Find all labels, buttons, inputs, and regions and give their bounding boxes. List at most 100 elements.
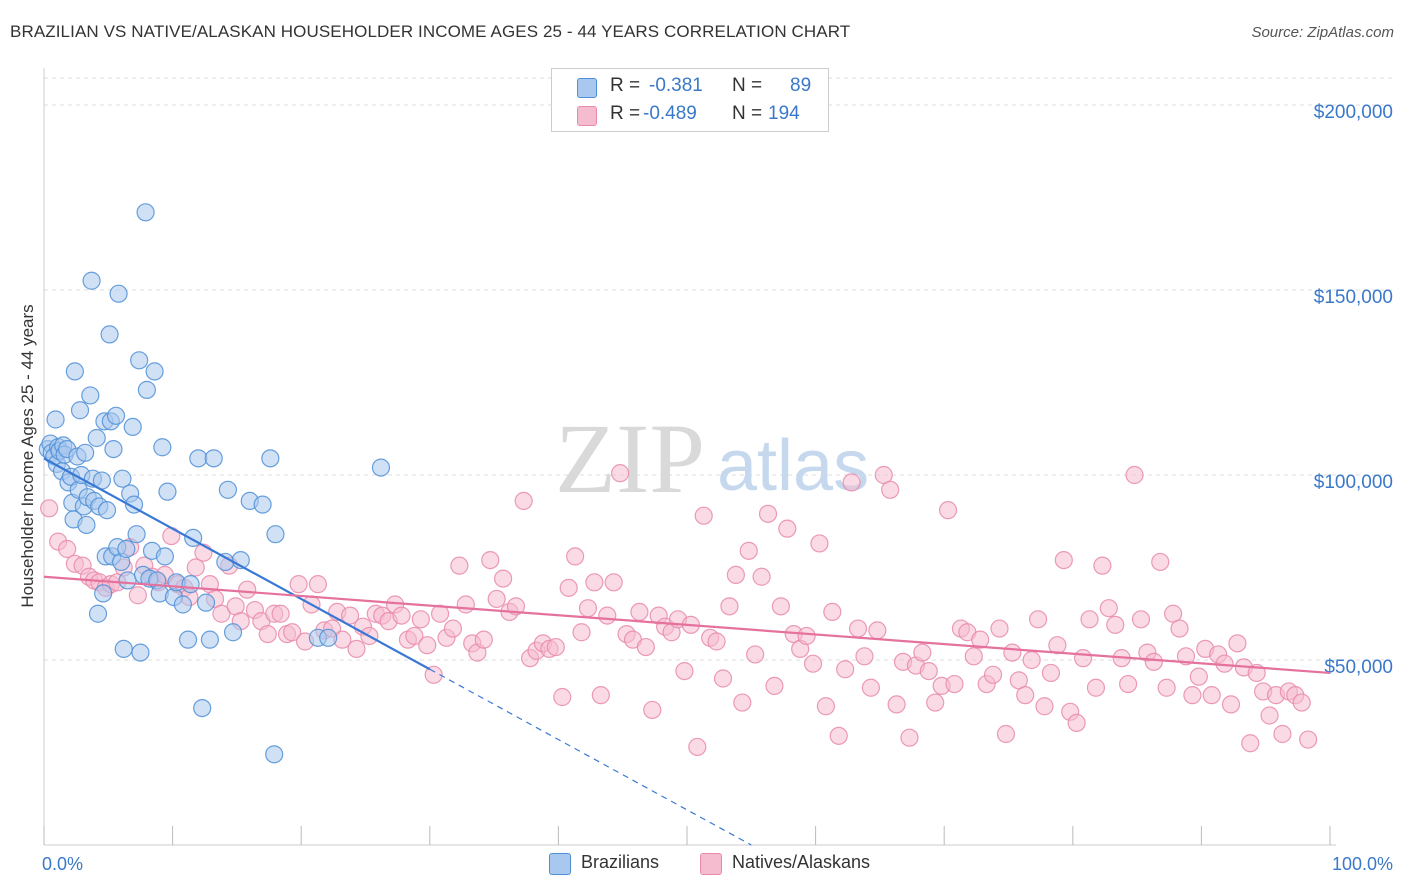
natives-alaskans-point: [739, 541, 758, 560]
natives-alaskans-point: [494, 569, 513, 588]
bottom-legend-brazilians: Brazilians: [549, 851, 699, 877]
natives-alaskans-point: [746, 645, 765, 664]
natives-alaskans-point: [758, 504, 778, 523]
natives-alaskans-point: [1080, 610, 1099, 629]
brazilians-point: [136, 203, 155, 222]
bottom-legend-label: Natives/Alaskans: [732, 852, 871, 872]
brazilians-point: [104, 440, 123, 459]
bottom-legend-swatch-pink: [700, 853, 722, 875]
trend-lines: [43, 457, 1331, 846]
natives-alaskans-point: [900, 728, 919, 747]
natives-alaskans-point: [1048, 636, 1067, 655]
brazilians-point: [200, 630, 219, 649]
natives-alaskans-point: [430, 604, 450, 623]
natives-alaskans-point: [726, 565, 745, 585]
brazilians-point: [118, 571, 137, 590]
natives-alaskans-point: [971, 630, 990, 649]
brazilians-point: [109, 284, 128, 303]
natives-alaskans-point: [514, 491, 533, 510]
natives-alaskans-point: [733, 693, 752, 712]
natives-alaskans-point: [713, 669, 733, 688]
natives-alaskans-point: [1221, 695, 1241, 714]
natives-alaskans-point: [1022, 650, 1041, 670]
natives-alaskans-point: [1016, 686, 1035, 705]
legend-n-value: 194: [768, 103, 800, 124]
brazilians-point: [87, 428, 106, 448]
natives-alaskans-point: [983, 665, 1003, 684]
y-tick-label: $150,000: [1314, 287, 1393, 308]
natives-alaskans-point: [964, 647, 983, 666]
natives-alaskans-point: [1131, 610, 1151, 629]
natives-alaskans-point: [1003, 643, 1022, 662]
natives-alaskans-point: [506, 597, 526, 616]
brazilians-point: [196, 593, 216, 612]
brazilians-point: [178, 630, 198, 649]
natives-alaskans-point: [553, 687, 572, 707]
natives-alaskans-point: [443, 619, 463, 638]
brazilians-point: [46, 410, 65, 429]
natives-alaskans-point: [308, 575, 328, 594]
natives-alaskans-point: [1099, 599, 1118, 618]
correlation-legend: R = -0.381 N = 89 R = -0.489 N = 194: [551, 68, 829, 132]
natives-alaskans-point: [996, 724, 1016, 744]
natives-alaskans-point: [1144, 652, 1163, 671]
natives-alaskans-point: [271, 604, 290, 623]
natives-alaskans-point: [797, 626, 816, 646]
natives-alaskans-point: [591, 686, 610, 705]
y-tick-labels: $50,000 $100,000 $150,000 $200,000: [1314, 102, 1393, 678]
natives-alaskans-trend-line: [43, 575, 1331, 675]
natives-alaskans-point: [1292, 693, 1311, 712]
watermark: ZIP atlas: [555, 403, 869, 514]
natives-alaskans-point: [688, 737, 707, 757]
natives-alaskans-point: [752, 567, 771, 586]
natives-alaskans-point: [283, 623, 302, 642]
natives-alaskans-point: [636, 637, 655, 657]
natives-alaskans-point: [481, 550, 500, 570]
natives-alaskans-point: [566, 547, 585, 566]
brazilians-point: [76, 443, 95, 462]
natives-alaskans-point: [823, 602, 842, 622]
natives-alaskans-point: [861, 678, 880, 697]
natives-alaskans-point: [340, 606, 360, 625]
y-tick-label: $200,000: [1314, 102, 1393, 123]
legend-r-value: -0.381: [649, 75, 703, 96]
natives-alaskans-point: [675, 661, 694, 681]
natives-alaskans-point: [771, 597, 790, 616]
natives-alaskans-point: [630, 602, 649, 622]
y-tick-label: $50,000: [1324, 657, 1393, 678]
brazilians-point: [153, 438, 172, 457]
natives-alaskans-point: [1067, 713, 1086, 733]
natives-alaskans-point: [572, 623, 591, 642]
natives-alaskans-point: [842, 473, 861, 492]
natives-alaskans-point: [1273, 724, 1292, 744]
natives-alaskans-point: [1170, 619, 1189, 638]
legend-r-value: -0.489: [643, 103, 697, 124]
natives-alaskans-point: [1093, 556, 1112, 575]
brazilians-point: [70, 401, 90, 420]
natives-alaskans-point: [1035, 697, 1054, 716]
natives-alaskans-point: [810, 534, 829, 553]
brazilians-point: [113, 469, 132, 488]
brazilians-point: [189, 449, 208, 468]
brazilians-point: [218, 480, 237, 499]
natives-alaskans-point: [868, 621, 887, 640]
brazilians-point: [155, 547, 174, 566]
natives-alaskans-point: [418, 636, 437, 655]
natives-alaskans-point: [938, 501, 958, 520]
natives-alaskans-point: [58, 539, 77, 559]
y-axis-label: Householder Income Ages 25 - 44 years: [18, 304, 37, 607]
bottom-legend-label: Brazilians: [581, 852, 660, 872]
bottom-legend-natives: Natives/Alaskans: [700, 851, 900, 877]
natives-alaskans-point: [1041, 663, 1061, 683]
brazilians-point: [94, 584, 113, 603]
natives-alaskans-point: [1151, 552, 1170, 572]
natives-alaskans-point: [1299, 730, 1318, 749]
natives-alaskans-point: [559, 578, 578, 597]
legend-n-label: N =: [732, 103, 763, 124]
natives-alaskans-point: [1118, 674, 1138, 694]
natives-alaskans-point: [1189, 667, 1208, 686]
natives-alaskans-point: [546, 637, 565, 657]
watermark-atlas: atlas: [717, 426, 869, 506]
watermark-zip: ZIP: [555, 403, 705, 514]
